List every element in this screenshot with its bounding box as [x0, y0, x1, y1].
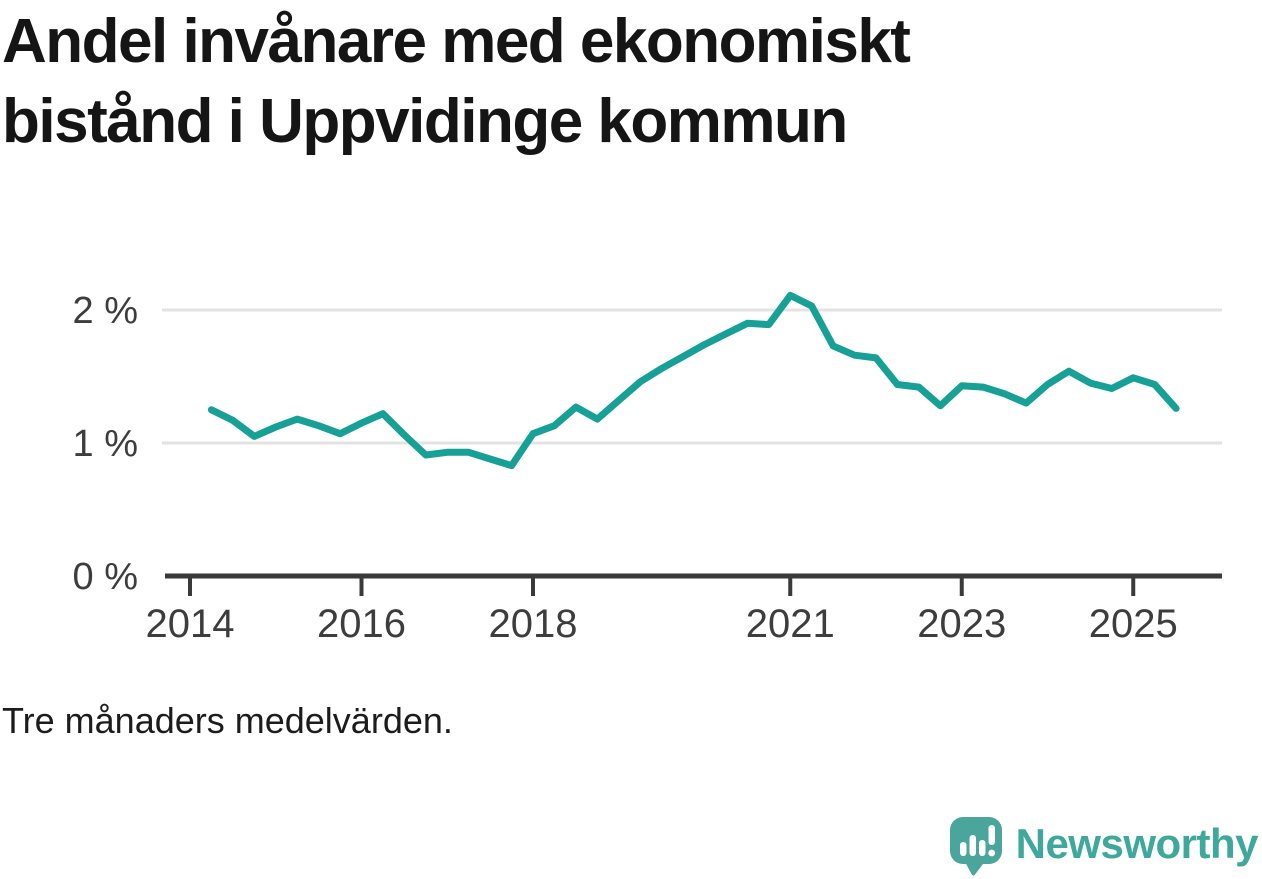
newsworthy-speech-bubble-bar-chart-icon: [949, 817, 1002, 876]
data-line: [207, 291, 1180, 470]
chart-title: Andel invånare med ekonomiskt bistånd i U…: [2, 2, 911, 162]
x-axis-tick-label: 2016: [317, 602, 406, 646]
chart-caption: Tre månaders medelvärden.: [2, 700, 453, 741]
chart-title-line-1: Andel invånare med ekonomiskt: [2, 7, 911, 76]
newsworthy-logo: Newsworthy: [949, 816, 1259, 877]
bar-glyph-medium: [978, 840, 986, 856]
x-axis-tick-label: 2014: [146, 602, 235, 646]
exclamation-dot-glyph: [987, 849, 995, 857]
x-axis-tick-label: 2021: [746, 602, 835, 646]
chart-title-line-2: bistånd i Uppvidinge kommun: [2, 87, 848, 156]
x-axis-tick-label: 2025: [1089, 602, 1178, 646]
y-axis-tick-label: 2 %: [73, 290, 138, 332]
y-axis-tick-label: 1 %: [73, 423, 138, 465]
newsworthy-wordmark: Newsworthy: [1015, 819, 1259, 867]
speech-bubble-tail: [963, 860, 986, 876]
x-axis-tick-label: 2023: [917, 602, 1006, 646]
exclamation-stem-glyph: [988, 825, 995, 845]
x-axis-tick-label: 2018: [489, 602, 578, 646]
bar-glyph-small: [959, 842, 967, 856]
y-axis-tick-label: 0 %: [73, 556, 138, 598]
bar-glyph-tall: [969, 835, 976, 856]
